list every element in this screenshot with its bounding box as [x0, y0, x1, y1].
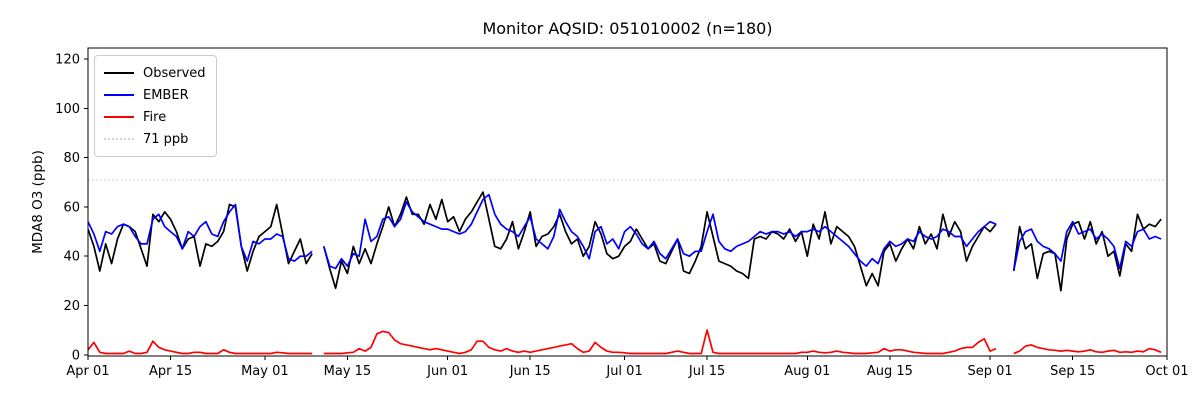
legend: Observed EMBER Fire 71 ppb — [94, 55, 217, 157]
y-tick-label: 20 — [63, 299, 80, 314]
x-tick-label: May 15 — [324, 364, 372, 379]
x-tick-label: Jun 01 — [426, 364, 468, 379]
x-tick-label: Aug 01 — [784, 364, 830, 379]
x-tick-label: Apr 01 — [66, 364, 109, 379]
y-tick-label: 120 — [55, 53, 80, 68]
x-tick-label: Jun 15 — [509, 364, 551, 379]
legend-item-ember: EMBER — [104, 84, 206, 106]
x-tick-label: Sep 15 — [1050, 364, 1095, 379]
y-tick-label: 100 — [55, 102, 80, 117]
threshold-line-swatch — [104, 138, 134, 140]
y-tick-label: 60 — [63, 200, 80, 215]
legend-item-threshold: 71 ppb — [104, 128, 206, 150]
x-tick-label: Jul 15 — [688, 364, 725, 379]
fire-line — [88, 329, 1162, 355]
x-tick-label: Apr 15 — [149, 364, 192, 379]
observed-line-swatch — [104, 72, 134, 74]
ember-line — [88, 193, 1162, 272]
y-tick-label: 0 — [72, 348, 80, 363]
observed-line — [88, 191, 1162, 292]
legend-label: 71 ppb — [143, 131, 189, 147]
legend-item-fire: Fire — [104, 106, 206, 128]
legend-label: Observed — [143, 65, 206, 81]
axes-box — [87, 47, 1168, 357]
x-tick-label: Sep 01 — [968, 364, 1013, 379]
y-tick-label: 80 — [63, 151, 80, 166]
legend-label: EMBER — [143, 87, 189, 103]
legend-item-observed: Observed — [104, 62, 206, 84]
x-tick-label: Jul 01 — [605, 364, 642, 379]
fire-line-swatch — [104, 116, 134, 118]
x-tick-label: May 01 — [241, 364, 289, 379]
x-tick-label: Oct 01 — [1145, 364, 1188, 379]
x-tick-label: Aug 15 — [867, 364, 913, 379]
ember-line-swatch — [104, 94, 134, 96]
chart-title: Monitor AQSID: 051010002 (n=180) — [482, 19, 773, 38]
legend-label: Fire — [143, 109, 167, 125]
y-tick-label: 40 — [63, 250, 80, 265]
